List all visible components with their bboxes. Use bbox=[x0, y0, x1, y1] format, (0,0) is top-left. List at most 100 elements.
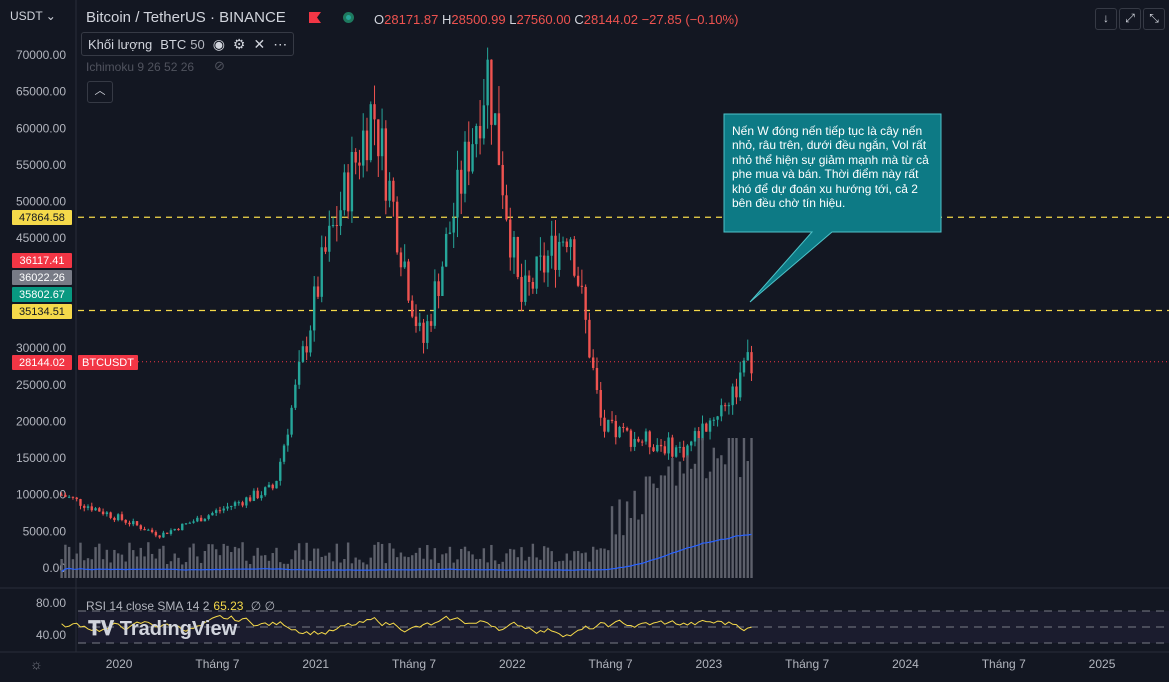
candle-body bbox=[739, 372, 742, 398]
volume-bar bbox=[365, 564, 369, 578]
more-icon[interactable]: ⋯ bbox=[273, 35, 288, 52]
volume-bar bbox=[441, 554, 444, 578]
fullscreen-button[interactable]: ⤢ bbox=[1119, 8, 1141, 30]
volume-bar bbox=[497, 563, 501, 578]
volume-bar bbox=[407, 557, 410, 578]
ichimoku-legend[interactable]: Ichimoku 9 26 52 26 bbox=[86, 60, 195, 74]
volume-bar bbox=[214, 549, 218, 578]
volume-bar bbox=[392, 548, 395, 578]
volume-bar bbox=[452, 562, 455, 578]
collapse-button[interactable]: ︿ bbox=[87, 81, 113, 103]
volume-bar bbox=[177, 557, 180, 578]
volume-bar bbox=[569, 560, 572, 578]
volume-bar bbox=[580, 553, 584, 578]
candle-body bbox=[644, 431, 648, 442]
scroll-down-button[interactable]: ↓ bbox=[1095, 8, 1117, 30]
volume-bar bbox=[712, 447, 716, 578]
flag-icon[interactable] bbox=[309, 12, 321, 23]
volume-bar bbox=[539, 559, 542, 578]
candle-body bbox=[218, 510, 222, 512]
candle-body bbox=[527, 275, 531, 282]
volume-bar bbox=[591, 546, 595, 578]
volume-bar bbox=[429, 559, 433, 578]
candle-body bbox=[132, 521, 135, 525]
currency-selector[interactable]: USDT ⌄ bbox=[10, 9, 56, 23]
candle-body bbox=[335, 225, 339, 227]
candle-body bbox=[486, 59, 489, 106]
volume-bar bbox=[607, 550, 610, 578]
candle-body bbox=[580, 285, 584, 287]
candle-body bbox=[426, 321, 429, 343]
candle-body bbox=[618, 426, 621, 438]
volume-bar bbox=[471, 554, 474, 578]
volume-bar bbox=[377, 542, 380, 578]
candle-body bbox=[637, 438, 640, 442]
close-icon[interactable]: ✕ bbox=[253, 35, 266, 52]
candle-body bbox=[403, 261, 406, 268]
volume-bar bbox=[154, 558, 158, 578]
candle-body bbox=[493, 113, 497, 125]
volume-bar bbox=[328, 552, 331, 578]
candle-body bbox=[686, 445, 689, 458]
price-tick-label: 65000.00 bbox=[16, 85, 66, 99]
volume-bar bbox=[482, 548, 486, 578]
candle-body bbox=[83, 505, 86, 508]
candle-body bbox=[297, 361, 301, 385]
volume-bar bbox=[346, 542, 350, 578]
candle-body bbox=[475, 125, 478, 145]
candle-body bbox=[576, 275, 580, 286]
candle-body bbox=[94, 508, 97, 511]
candle-body bbox=[113, 517, 116, 521]
candle-body bbox=[354, 152, 357, 163]
volume-bar bbox=[147, 542, 150, 578]
candle-body bbox=[467, 141, 470, 172]
volume-bar bbox=[343, 559, 346, 578]
volume-bar bbox=[79, 542, 82, 578]
tv-icon: 𝐓𝐕 bbox=[88, 618, 120, 640]
volume-bar bbox=[505, 553, 508, 578]
candle-body bbox=[463, 141, 467, 194]
candle-body bbox=[407, 261, 410, 301]
volume-bar bbox=[656, 487, 659, 578]
candle-body bbox=[705, 423, 708, 432]
candle-body bbox=[128, 522, 131, 525]
candle-body bbox=[154, 532, 158, 536]
candle-body bbox=[610, 419, 614, 421]
volume-legend[interactable]: Khối lượng BTC 50 ◉ ⚙ ✕ ⋯ bbox=[81, 32, 295, 56]
volume-bar bbox=[746, 461, 749, 578]
volume-bar bbox=[448, 546, 452, 578]
volume-bar bbox=[373, 544, 376, 578]
time-tick-label: 2021 bbox=[302, 657, 329, 671]
volume-bar bbox=[535, 557, 538, 578]
volume-bar bbox=[271, 553, 274, 578]
settings-gear-icon[interactable]: ☼ bbox=[30, 656, 43, 672]
volume-bar bbox=[727, 438, 731, 578]
eye-icon[interactable]: ◉ bbox=[212, 35, 225, 52]
gear-icon[interactable]: ⚙ bbox=[232, 35, 246, 52]
price-tick-label: 20000.00 bbox=[16, 414, 66, 428]
eye-hidden-icon[interactable]: ⊘ bbox=[214, 58, 225, 73]
rsi-legend[interactable]: RSI 14 close SMA 14 2 65.23 ∅ ∅ bbox=[86, 599, 276, 613]
symbol-title[interactable]: Bitcoin / TetherUS · BINANCE bbox=[86, 9, 286, 26]
candle-body bbox=[75, 497, 78, 500]
candle-body bbox=[599, 389, 602, 418]
price-badge-label: 36117.41 bbox=[19, 255, 64, 267]
candle-body bbox=[162, 532, 165, 538]
volume-bar bbox=[640, 514, 644, 578]
restore-button[interactable]: ⤡ bbox=[1143, 8, 1165, 30]
volume-bar bbox=[414, 552, 418, 578]
candle-body bbox=[667, 437, 670, 454]
price-tick-label: 10000.00 bbox=[16, 488, 66, 502]
candle-body bbox=[248, 497, 252, 501]
price-tick-label: 5000.00 bbox=[23, 524, 67, 538]
candle-body bbox=[501, 164, 504, 196]
volume-bar bbox=[165, 564, 169, 578]
volume-bar bbox=[158, 548, 161, 578]
volume-bar bbox=[731, 438, 734, 578]
candles-group bbox=[60, 47, 753, 539]
volume-bar bbox=[241, 542, 244, 578]
volume-bar bbox=[335, 543, 339, 578]
volume-bar bbox=[199, 562, 203, 578]
